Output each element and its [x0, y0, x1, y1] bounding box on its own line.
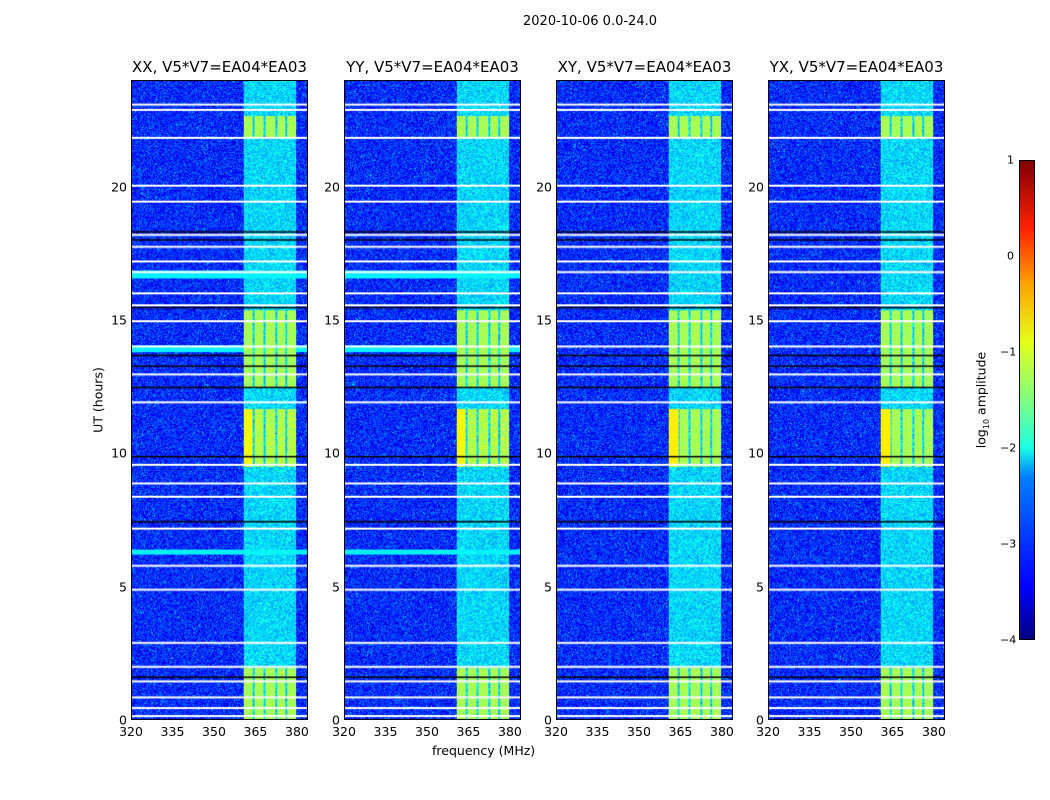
y-tick-label: 5	[332, 579, 340, 595]
heatmap-image	[557, 81, 732, 719]
x-tick-label: 380	[498, 724, 522, 739]
x-tick-label: 320	[332, 724, 356, 739]
y-tick-label: 15	[324, 312, 340, 328]
y-tick-label: 20	[324, 179, 340, 195]
x-tick-label: 365	[456, 724, 481, 739]
x-tick-label: 350	[839, 724, 863, 739]
y-tick-label: 0	[332, 712, 340, 728]
x-tick-label: 365	[880, 724, 905, 739]
y-tick-label: 15	[536, 312, 552, 328]
y-tick-label: 5	[544, 579, 552, 595]
y-tick-label: 15	[748, 312, 764, 328]
x-tick-label: 365	[668, 724, 693, 739]
panel-title: XY, V5*V7=EA04*EA03	[557, 58, 732, 76]
waterfall-panel	[556, 80, 733, 720]
waterfall-panel	[131, 80, 308, 720]
y-tick-label: 10	[748, 445, 764, 461]
x-tick-label: 335	[373, 724, 398, 739]
x-tick-label: 380	[285, 724, 309, 739]
colorbar-label: log10 amplitude	[973, 351, 991, 449]
x-tick-label: 335	[797, 724, 822, 739]
x-tick-label: 350	[202, 724, 226, 739]
y-tick-label: 20	[111, 179, 127, 195]
y-tick-label: 0	[119, 712, 127, 728]
x-tick-label: 320	[544, 724, 568, 739]
y-axis-label: UT (hours)	[90, 367, 106, 433]
x-tick-label: 365	[243, 724, 268, 739]
colorbar-tick-label: −2	[1000, 441, 1017, 455]
heatmap-image	[769, 81, 944, 719]
x-tick-label: 320	[756, 724, 780, 739]
y-tick-label: 10	[536, 445, 552, 461]
x-tick-label: 380	[922, 724, 946, 739]
y-tick-label: 10	[324, 445, 340, 461]
colorbar-tick-label: 0	[1007, 249, 1014, 263]
panel-title: XX, V5*V7=EA04*EA03	[132, 58, 307, 76]
y-tick-label: 5	[119, 579, 127, 595]
x-tick-label: 350	[627, 724, 651, 739]
waterfall-panel	[344, 80, 521, 720]
x-tick-label: 335	[585, 724, 610, 739]
panel-title: YX, V5*V7=EA04*EA03	[769, 58, 944, 76]
y-tick-label: 20	[748, 179, 764, 195]
colorbar-tick-label: −4	[1000, 633, 1017, 647]
heatmap-image	[345, 81, 520, 719]
x-tick-label: 350	[415, 724, 439, 739]
colorbar-tick-label: 1	[1007, 153, 1014, 167]
y-tick-label: 0	[756, 712, 764, 728]
x-tick-label: 380	[710, 724, 734, 739]
y-tick-label: 20	[536, 179, 552, 195]
waterfall-panel	[768, 80, 945, 720]
x-tick-label: 320	[119, 724, 143, 739]
y-tick-label: 15	[111, 312, 127, 328]
colorbar-tick-label: −3	[1000, 537, 1017, 551]
x-tick-label: 335	[160, 724, 185, 739]
figure-title: 2020-10-06 0.0-24.0	[523, 14, 657, 29]
heatmap-image	[132, 81, 307, 719]
colorbar	[1019, 160, 1035, 640]
colorbar-tick-label: −1	[1000, 345, 1017, 359]
panel-title: YY, V5*V7=EA04*EA03	[346, 58, 519, 76]
x-axis-label: frequency (MHz)	[432, 743, 536, 758]
y-tick-label: 5	[756, 579, 764, 595]
y-tick-label: 0	[544, 712, 552, 728]
y-tick-label: 10	[111, 445, 127, 461]
